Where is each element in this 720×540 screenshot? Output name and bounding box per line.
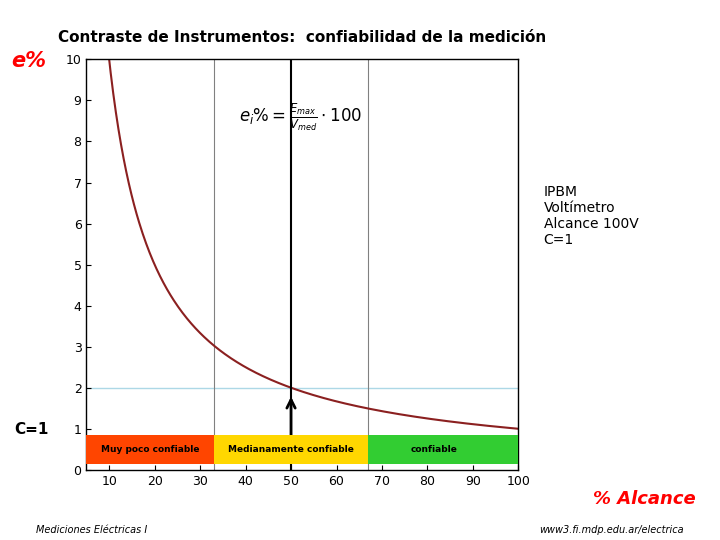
Bar [369,435,518,464]
Bar [214,435,369,464]
Text: Medianamente confiable: Medianamente confiable [228,445,354,454]
Text: e%: e% [12,51,46,71]
Text: confiable: confiable [411,445,458,454]
Text: Contraste de Instrumentos:  confiabilidad de la medición: Contraste de Instrumentos: confiabilidad… [58,30,546,45]
Bar [86,435,214,464]
Text: www3.fi.mdp.edu.ar/electrica: www3.fi.mdp.edu.ar/electrica [539,524,684,535]
Text: % Alcance: % Alcance [593,490,696,509]
Text: C=1: C=1 [14,422,49,437]
Text: Mediciones Eléctricas I: Mediciones Eléctricas I [36,524,148,535]
Text: Muy poco confiable: Muy poco confiable [101,445,199,454]
Text: IPBM
Voltímetro
Alcance 100V
C=1: IPBM Voltímetro Alcance 100V C=1 [544,185,639,247]
Text: $e_i\% = \frac{E_{max}}{V_{med}} \cdot 100$: $e_i\% = \frac{E_{max}}{V_{med}} \cdot 1… [238,101,361,133]
